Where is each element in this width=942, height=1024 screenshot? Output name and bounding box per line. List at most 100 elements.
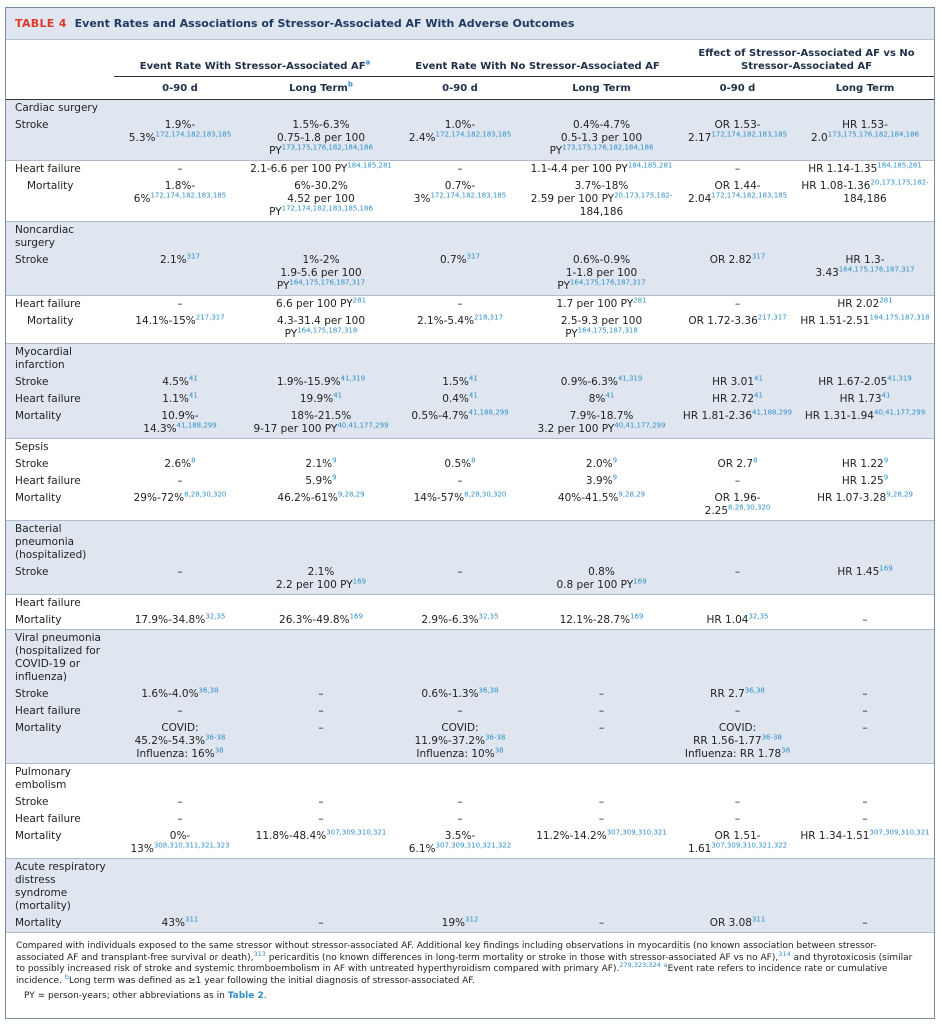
reference-superscript[interactable]: 32,35 [205,612,226,621]
reference-superscript[interactable]: 164,175,187,318 [577,326,638,335]
footnote-reference[interactable]: a [663,961,668,969]
reference-superscript[interactable]: 281 [352,296,367,305]
reference-superscript[interactable]: 164,175,176,187,317 [569,278,646,287]
reference-superscript[interactable]: 38 [214,746,224,755]
table-2-link[interactable]: Table 2 [227,991,264,1001]
reference-superscript[interactable]: 41 [468,374,478,383]
reference-superscript[interactable]: 9 [332,473,337,482]
reference-superscript[interactable]: 307,309,310,321 [869,828,930,837]
footnote-reference[interactable]: 279,323,324 [619,961,661,969]
reference-superscript[interactable]: 217,317 [195,313,225,322]
reference-superscript[interactable]: 8 [471,456,476,465]
reference-superscript[interactable]: 164,175,176,187,317 [289,278,366,287]
reference-superscript[interactable]: 36-38 [205,733,226,742]
reference-superscript[interactable]: 281 [879,296,893,305]
reference-superscript[interactable]: 173,175,176,182,184,186 [562,143,654,152]
reference-superscript[interactable]: 9 [332,456,337,465]
reference-superscript[interactable]: 218,317 [474,313,504,322]
reference-superscript[interactable]: 172,174,182,183,185 [150,191,227,200]
reference-superscript[interactable]: 40,41,177,299 [873,408,926,417]
reference-superscript[interactable]: 41 [468,391,478,400]
reference-superscript[interactable]: 8,28,30,320 [728,503,771,512]
reference-superscript[interactable]: 36,38 [198,686,219,695]
reference-superscript[interactable]: 281 [633,296,647,305]
reference-superscript[interactable]: 41 [881,391,891,400]
footnote-reference[interactable]: b [64,972,69,981]
reference-superscript[interactable]: 41 [754,374,763,383]
reference-superscript[interactable]: 311 [184,915,199,924]
reference-superscript[interactable]: 307,309,310,321,322 [711,841,788,850]
reference-superscript[interactable]: 184,185,281 [877,161,922,170]
reference-superscript[interactable]: 41,188,299 [752,408,793,417]
reference-superscript[interactable]: 164,175,176,187,317 [838,265,915,274]
reference-superscript[interactable]: 184,185,281 [627,161,673,170]
reference-superscript[interactable]: 41 [188,374,198,383]
reference-superscript[interactable]: 307,309,310,321 [326,828,387,837]
reference-superscript[interactable]: 41,319 [340,374,366,383]
reference-superscript[interactable]: 40,41,177,299 [337,421,389,430]
reference-superscript[interactable]: 169 [352,577,367,586]
reference-superscript[interactable]: 169 [630,612,644,621]
reference-superscript[interactable]: 41 [188,391,198,400]
reference-superscript[interactable]: 9,28,29 [337,490,365,499]
footnote-reference[interactable]: 314 [778,949,791,958]
footnote-reference[interactable]: 313 [253,949,266,958]
reference-superscript[interactable]: 41,188,299 [468,408,509,417]
reference-superscript[interactable]: 172,174,182,183,185 [430,191,507,200]
reference-superscript[interactable]: 41 [754,391,763,400]
reference-superscript[interactable]: 317 [751,252,766,261]
reference-superscript[interactable]: 172,174,182,183,185,186 [281,204,373,213]
reference-superscript[interactable]: 41 [605,391,615,400]
reference-superscript[interactable]: 172,174,182,183,185 [711,130,788,139]
table-cell: – [396,160,524,178]
reference-superscript[interactable]: 312 [464,915,479,924]
reference-superscript[interactable]: 38 [494,746,504,755]
reference-superscript[interactable]: 36,38 [478,686,499,695]
reference-superscript[interactable]: 41,188,299 [176,421,217,430]
cell-line: 3.9%9 [585,473,618,487]
reference-superscript[interactable]: 41,319 [617,374,643,383]
reference-superscript[interactable]: 8 [191,456,196,465]
reference-superscript[interactable]: 40,41,177,299 [614,421,666,430]
reference-superscript[interactable]: 8,28,30,320 [184,490,227,499]
reference-superscript[interactable]: 38 [781,746,791,755]
reference-superscript[interactable]: 164,175,187,318 [297,326,358,335]
reference-superscript[interactable]: 173,175,176,182,184,186 [827,130,920,139]
reference-superscript[interactable]: 169 [349,612,363,621]
table-row: Heart failure – 5.9%9 – 3.9%9 – HR 1.259 [6,473,935,490]
reference-superscript[interactable]: 172,174,182,183,185 [435,130,512,139]
reference-superscript[interactable]: 9 [883,473,889,482]
reference-superscript[interactable]: 36-38 [485,733,506,742]
reference-superscript[interactable]: 307,309,310,321 [606,828,667,837]
reference-superscript[interactable]: 217,317 [757,313,787,322]
reference-superscript[interactable]: 32,35 [478,612,499,621]
reference-superscript[interactable]: 317 [466,252,481,261]
reference-superscript[interactable]: 317 [186,252,201,261]
reference-superscript[interactable]: 173,175,176,182,184,186 [281,143,373,152]
reference-superscript[interactable]: 9,28,29 [618,490,646,499]
reference-superscript[interactable]: 9 [612,473,618,482]
reference-superscript[interactable]: 36,38 [744,686,765,695]
reference-superscript[interactable]: 172,174,182,183,185 [155,130,232,139]
reference-superscript[interactable]: 36-38 [761,733,782,742]
reference-superscript[interactable]: 8 [753,456,758,465]
reference-superscript[interactable]: 164,175,187,318 [869,313,930,322]
reference-superscript[interactable]: 9 [612,456,618,465]
reference-superscript[interactable]: 184,185,281 [347,161,392,170]
reference-superscript[interactable]: 169 [879,564,893,573]
reference-superscript[interactable]: 9 [883,456,889,465]
reference-superscript[interactable]: 41,319 [887,374,912,383]
reference-superscript[interactable]: 311 [751,915,766,924]
reference-superscript[interactable]: 308,310,311,321,323 [153,841,230,850]
reference-superscript[interactable]: 307,309,310,321,322 [435,841,512,850]
reference-superscript[interactable]: 169 [633,577,647,586]
cell-line: HR 1.53- [842,119,888,131]
reference-superscript[interactable]: 9,28,29 [886,490,913,499]
reference-superscript[interactable]: 41 [333,391,343,400]
empty-cell [524,629,680,686]
reference-superscript[interactable]: 8,28,30,320 [464,490,507,499]
reference-superscript[interactable]: 32,35 [748,612,769,621]
reference-superscript[interactable]: 20,173,175,182- [870,178,929,187]
reference-superscript[interactable]: 20,173,175,182- [614,191,673,200]
reference-superscript[interactable]: 172,174,182,183,185 [711,191,788,200]
